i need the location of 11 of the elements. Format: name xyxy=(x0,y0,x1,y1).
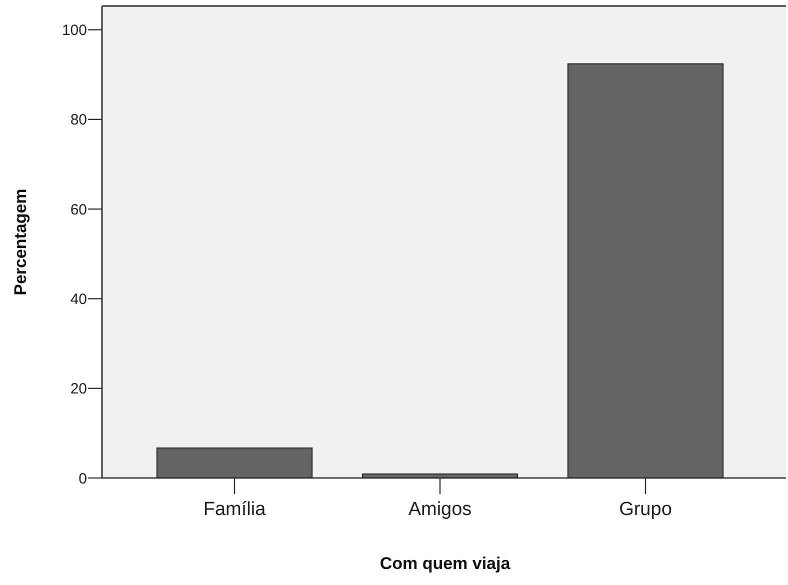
y-tick-label: 20 xyxy=(70,380,87,398)
x-tick-label: Família xyxy=(203,499,266,520)
x-tick-label: Amigos xyxy=(408,499,472,520)
x-axis-title: Com quem viaja xyxy=(380,554,511,573)
y-tick-label: 80 xyxy=(70,112,87,129)
y-tick-label: 100 xyxy=(62,22,87,40)
y-axis-title: Percentagem xyxy=(11,188,30,296)
y-tick-label: 0 xyxy=(78,470,87,488)
y-tick-label: 60 xyxy=(70,201,87,218)
y-tick-label: 40 xyxy=(70,290,87,308)
x-tick-label: Grupo xyxy=(619,499,672,520)
